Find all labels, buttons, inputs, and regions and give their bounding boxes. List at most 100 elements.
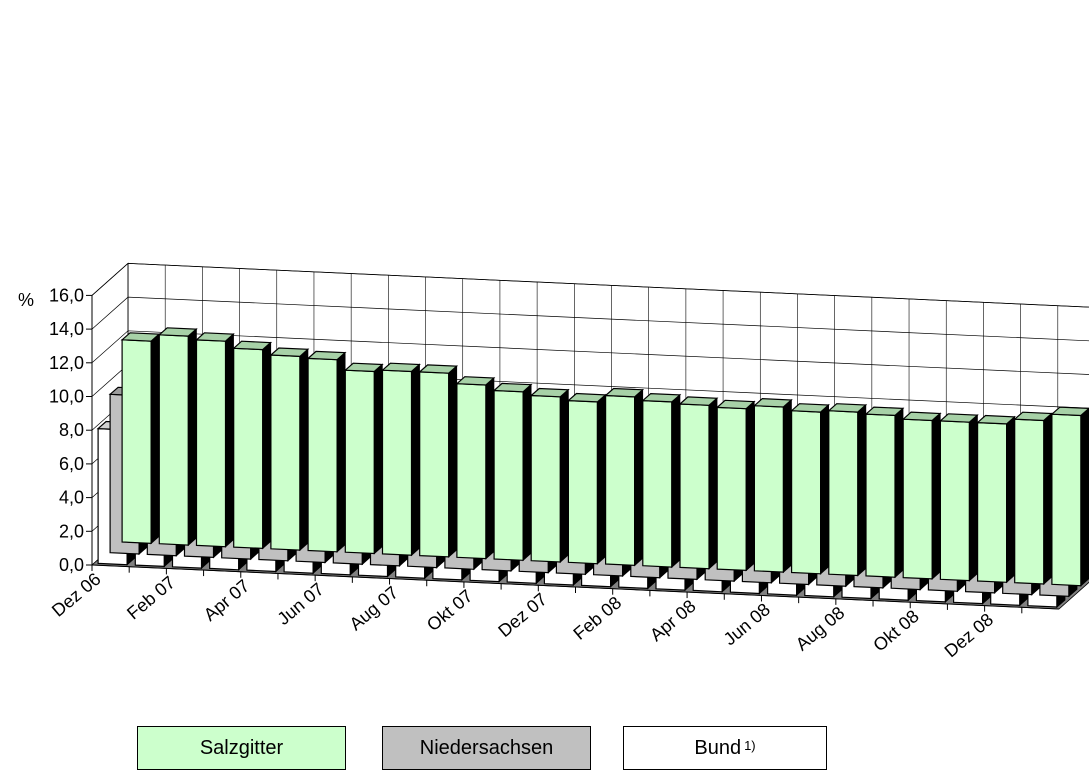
bar xyxy=(1013,411,1054,586)
bar xyxy=(604,387,645,567)
bar-top xyxy=(492,382,533,393)
bar-top xyxy=(232,340,273,351)
bar-front xyxy=(939,420,971,582)
bar-side xyxy=(150,332,160,545)
bar xyxy=(901,411,942,581)
y-tick-label: 0,0 xyxy=(59,555,84,575)
bar-side xyxy=(857,403,867,577)
bar-front xyxy=(828,410,859,577)
bar-top xyxy=(269,347,310,358)
bar-side xyxy=(485,376,495,560)
bar-top xyxy=(641,392,682,403)
bar-side xyxy=(373,363,383,555)
bar-front xyxy=(307,357,338,553)
bar-side xyxy=(187,327,197,547)
bar xyxy=(715,399,756,572)
x-tick-label: Apr 08 xyxy=(646,596,699,645)
legend-label-salzgitter: Salzgitter xyxy=(199,736,284,759)
bar-top xyxy=(1013,411,1054,422)
bar-front xyxy=(456,383,487,560)
bar xyxy=(864,406,905,579)
bar-top xyxy=(343,362,384,373)
bar-front xyxy=(1051,413,1082,587)
y-tick-label: 12,0 xyxy=(49,353,84,373)
x-tick-label: Okt 07 xyxy=(423,586,476,635)
bar-front xyxy=(493,389,524,561)
bar-side xyxy=(1006,415,1015,584)
bar-top xyxy=(604,387,645,398)
bar-side xyxy=(782,398,792,574)
y-tick-label: 14,0 xyxy=(49,319,84,339)
x-tick-label: Feb 07 xyxy=(123,572,179,623)
bar xyxy=(380,362,421,557)
bar-top xyxy=(901,411,942,422)
bar-front xyxy=(753,405,785,573)
bar xyxy=(157,327,198,547)
bar xyxy=(938,413,979,582)
bar-side xyxy=(931,412,941,581)
x-tick-label: Jun 08 xyxy=(720,599,774,649)
x-tick-label: Dez 06 xyxy=(48,569,105,621)
bar-side xyxy=(894,407,904,579)
y-tick-label: 2,0 xyxy=(59,521,84,541)
bar-top xyxy=(938,413,979,423)
x-tick-label: Apr 07 xyxy=(200,576,253,625)
legend-item-salzgitter: Salzgitter xyxy=(137,726,346,770)
bar-top xyxy=(306,350,347,361)
chart: 0,0 2,0 4,0 6,0 8,0 10,0 12,0 14,0 16,0 Dez 06 Fe… xyxy=(18,262,1089,661)
bar-top xyxy=(380,362,421,373)
bar-top xyxy=(864,406,905,417)
bar xyxy=(232,340,273,550)
y-tick-label: 4,0 xyxy=(59,488,84,508)
bar-side xyxy=(522,383,532,562)
bar-side xyxy=(708,397,718,570)
bar-front xyxy=(158,334,189,546)
bar-front xyxy=(344,369,375,555)
x-tick-label: Dez 08 xyxy=(941,609,998,661)
bar-side xyxy=(559,388,569,564)
legend-label-bund: Bund xyxy=(694,736,742,759)
bar-top xyxy=(455,376,496,386)
bar-top xyxy=(529,387,570,398)
bar-side xyxy=(1043,412,1053,586)
bar-front xyxy=(604,394,636,567)
bar xyxy=(120,332,161,545)
legend-footnote-bund: 1) xyxy=(744,737,756,753)
bar-front xyxy=(567,399,599,565)
bar-side xyxy=(745,400,755,572)
bar-top xyxy=(157,327,198,337)
bar-top xyxy=(678,396,719,406)
bar-side xyxy=(225,332,234,548)
bar-side xyxy=(968,414,978,582)
bar-front xyxy=(381,369,413,556)
bar-top xyxy=(120,332,161,342)
legend-item-niedersachsen: Niedersachsen xyxy=(382,726,591,770)
bar xyxy=(752,397,793,574)
bar-top xyxy=(195,332,235,342)
x-tick-label: Aug 07 xyxy=(346,582,403,634)
bar-side xyxy=(820,403,829,575)
bar-top xyxy=(715,399,756,410)
bar-side xyxy=(634,388,644,567)
bar-front xyxy=(233,347,264,550)
bar xyxy=(343,362,384,555)
bar-top xyxy=(827,403,868,413)
bar-side xyxy=(299,348,309,552)
bar-side xyxy=(1080,407,1089,587)
x-tick-label: Dez 07 xyxy=(494,589,551,641)
bar-front xyxy=(679,403,710,570)
y-tick-label: 10,0 xyxy=(49,387,84,407)
bar xyxy=(195,332,235,548)
bar-front xyxy=(790,410,822,575)
y-tick-label: 8,0 xyxy=(59,420,84,440)
bar-side xyxy=(448,365,458,559)
y-axis-title: % xyxy=(18,290,34,310)
bar-front xyxy=(121,339,152,545)
bar xyxy=(1050,406,1089,587)
x-tick-label: Feb 08 xyxy=(569,592,625,643)
bar-front xyxy=(976,421,1008,583)
bar xyxy=(566,392,607,565)
bar-front xyxy=(419,371,450,558)
bar-front xyxy=(195,339,227,548)
bar-side xyxy=(596,393,606,565)
